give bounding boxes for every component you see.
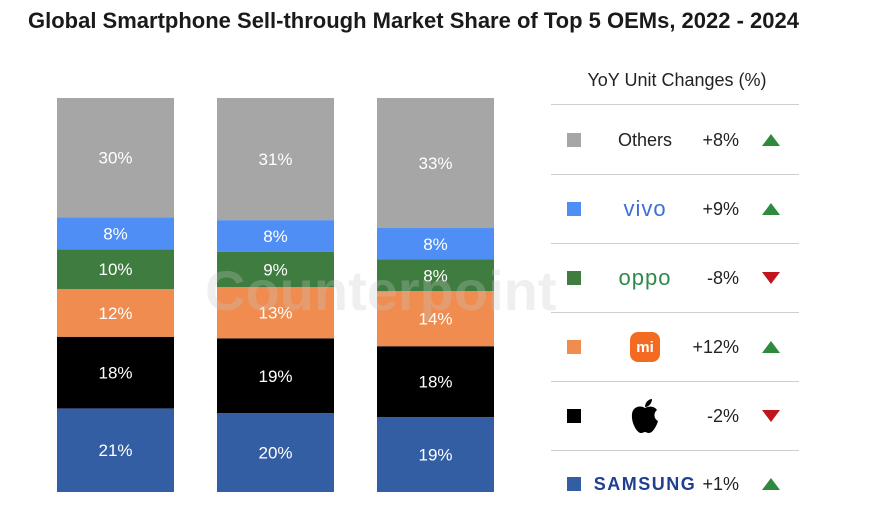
apple-logo-icon xyxy=(595,382,695,450)
legend-swatch xyxy=(567,340,581,354)
oppo-logo-icon: oppo xyxy=(595,244,695,312)
bar-segment-vivo xyxy=(217,220,334,252)
legend-swatch xyxy=(567,133,581,147)
legend-swatch xyxy=(567,202,581,216)
data-label: 12% xyxy=(98,304,132,323)
bar-segment-mi xyxy=(57,289,174,337)
legend-separator xyxy=(551,243,799,244)
brand-label: oppo xyxy=(618,265,672,290)
legend-swatch xyxy=(567,271,581,285)
xiaomi-logo-icon: mi xyxy=(595,313,695,381)
data-label: 19% xyxy=(258,367,292,386)
brand-label: mi xyxy=(636,338,654,356)
data-label: 8% xyxy=(103,224,128,243)
data-label: 21% xyxy=(98,441,132,460)
bar-segment-others xyxy=(57,98,174,218)
bar-segment-apple xyxy=(217,338,334,414)
bar-segment-others xyxy=(377,98,494,229)
down-arrow-icon xyxy=(762,410,780,422)
apple-logo-svg xyxy=(631,399,658,433)
bar-segment-oppo xyxy=(377,259,494,292)
brand-label: SAMSUNG xyxy=(593,473,697,494)
data-label: 9% xyxy=(263,260,288,279)
samsung-logo-icon: SAMSUNG xyxy=(593,451,697,517)
data-label: 8% xyxy=(423,266,448,285)
data-label: 31% xyxy=(258,150,292,169)
data-label: 14% xyxy=(418,310,452,329)
bar-segment-others xyxy=(217,98,334,221)
data-label: 30% xyxy=(98,149,132,168)
legend-row-samsung: SAMSUNG +1% xyxy=(551,451,799,494)
brand-label: Others xyxy=(617,129,673,150)
bar-segment-apple xyxy=(57,336,174,409)
yoy-change: -8% xyxy=(706,267,739,288)
up-arrow-icon xyxy=(762,134,780,146)
legend-swatch xyxy=(567,477,581,491)
data-label: 13% xyxy=(258,304,292,323)
yoy-change: +8% xyxy=(702,129,739,150)
bar-segment-mi xyxy=(217,287,334,339)
stacked-bar-chart: 21% 18% 12% 10% 8% 30% 20% 19% 13% 9% 8% 31% 19% 18% 1… xyxy=(57,98,494,492)
up-arrow-icon xyxy=(762,341,780,353)
up-arrow-icon xyxy=(762,478,780,490)
legend-separator xyxy=(551,312,799,313)
bar-segment-vivo xyxy=(377,228,494,260)
chart-title: Global Smartphone Sell-through Market Sh… xyxy=(28,8,799,33)
legend-row-xiaomi: mi +12% xyxy=(551,313,799,381)
legend-separator xyxy=(551,174,799,175)
yoy-change: -2% xyxy=(706,405,739,426)
data-label: 19% xyxy=(418,446,452,465)
data-label: 18% xyxy=(418,373,452,392)
yoy-change: +9% xyxy=(702,198,739,219)
legend-heading: YoY Unit Changes (%) xyxy=(587,70,767,90)
bar-segment-samsung xyxy=(217,413,334,492)
yoy-change: +12% xyxy=(692,336,739,357)
legend-separator xyxy=(551,450,799,451)
legend-separator xyxy=(551,381,799,382)
bar-segment-vivo xyxy=(57,217,174,250)
xiaomi-logo-badge: mi xyxy=(630,332,660,362)
yoy-change: +1% xyxy=(702,473,739,494)
brand-label: vivo xyxy=(623,196,667,221)
data-label: 8% xyxy=(263,227,288,246)
watermark: Counterpoint xyxy=(205,259,557,322)
data-label: 33% xyxy=(418,154,452,173)
bar-segment-apple xyxy=(377,346,494,418)
legend-separator xyxy=(551,104,799,105)
legend-swatch xyxy=(567,409,581,423)
up-arrow-icon xyxy=(762,203,780,215)
brand-others: Others xyxy=(595,106,695,174)
legend-row-oppo: oppo -8% xyxy=(551,244,799,312)
bar-segment-oppo xyxy=(57,249,174,290)
bar-segment-samsung xyxy=(57,408,174,492)
bar-segment-samsung xyxy=(377,417,494,492)
data-label: 8% xyxy=(423,235,448,254)
vivo-logo-icon: vivo xyxy=(595,175,695,243)
data-label: 18% xyxy=(98,364,132,383)
data-label: 10% xyxy=(98,260,132,279)
legend-row-vivo: vivo +9% xyxy=(551,175,799,243)
data-label: 20% xyxy=(258,444,292,463)
legend-row-others: Others +8% xyxy=(551,106,799,174)
down-arrow-icon xyxy=(762,272,780,284)
bar-segment-mi xyxy=(377,291,494,347)
bar-segment-oppo xyxy=(217,251,334,288)
legend-row-apple: -2% xyxy=(551,382,799,450)
